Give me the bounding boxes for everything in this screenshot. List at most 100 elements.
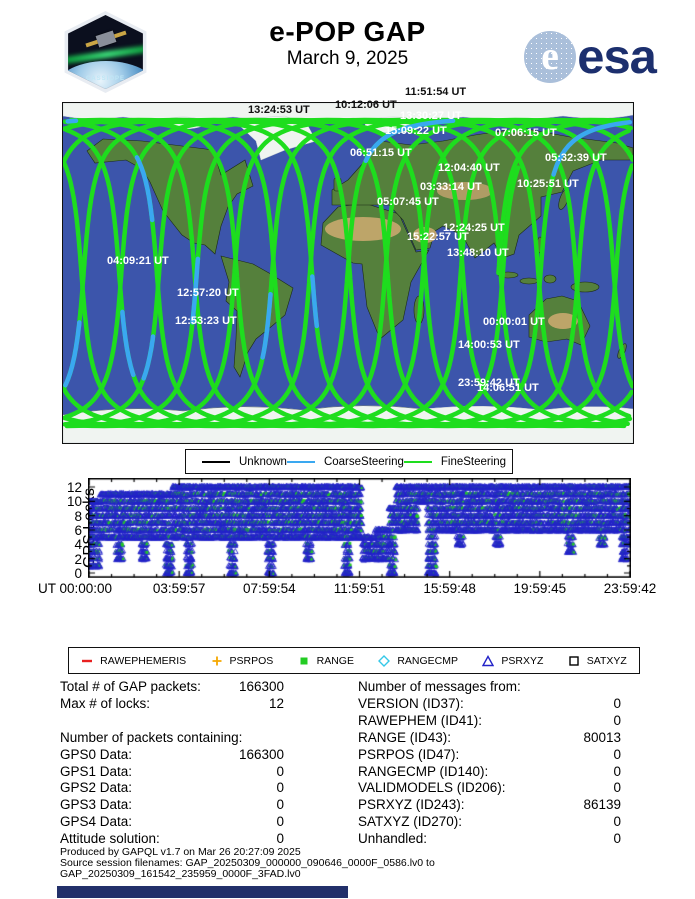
- footer-line: Produced by GAPQL v1.7 on Mar 26 20:27:0…: [60, 846, 301, 858]
- stat-value: 0: [276, 763, 284, 779]
- legend-label: SATXYZ: [586, 654, 627, 667]
- legend-line-swatch: [202, 460, 230, 463]
- legend-label: RANGE: [316, 654, 354, 667]
- stats-column-left: Total # of GAP packets: 166300 Max # of lo…: [60, 679, 284, 848]
- gps-xtick-label: UT 00:00:00: [37, 581, 113, 596]
- satxyz-marker-icon: [568, 655, 580, 667]
- stat-value: 0: [613, 712, 621, 728]
- world-map: [63, 103, 633, 443]
- stat-row: Unhandled: 0: [358, 831, 621, 848]
- stat-row: Number of packets containing:: [60, 730, 284, 747]
- stat-row: [60, 713, 284, 730]
- gps-xtick-label: 15:59:48: [423, 581, 476, 596]
- stat-label: GPS4 Data:: [60, 814, 133, 830]
- footer-line: GAP_20250309_161542_235959_0000F_3FAD.lv…: [60, 867, 301, 880]
- stat-label: Total # of GAP packets:: [60, 679, 201, 694]
- stat-value: 80013: [583, 729, 621, 745]
- esa-globe-letter: e: [541, 32, 559, 78]
- stat-value: 86139: [583, 797, 621, 813]
- legend-line-swatch: [403, 460, 432, 463]
- gps-ytick-label: 2: [74, 551, 82, 567]
- stat-row: Max # of locks: 12: [60, 696, 284, 713]
- psrpos-marker-icon: [211, 655, 223, 667]
- steering-legend-item: Unknown: [202, 456, 287, 468]
- legend-label: FineSteering: [440, 455, 507, 468]
- footer-highlight-bar: [57, 886, 348, 898]
- gps-ytick-label: 4: [74, 537, 82, 553]
- legend-label: PSRXYZ: [501, 654, 544, 667]
- ground-track-map: 13:24:53 UT 10:12:06 UT 11:51:54 UT 13:30:2…: [62, 86, 634, 444]
- legend-label: CoarseSteering: [323, 455, 404, 468]
- stat-label: Attitude solution:: [60, 831, 160, 847]
- stat-row: VERSION (ID37): 0: [358, 696, 621, 713]
- gps-ytick-label: 0: [74, 566, 82, 581]
- stat-label: PSRPOS (ID47):: [358, 746, 460, 762]
- stat-value: 0: [613, 746, 621, 762]
- gps-ytick-label: 8: [74, 508, 82, 524]
- rangecmp-marker-icon: [378, 654, 391, 667]
- stat-value: 0: [613, 814, 621, 830]
- stat-row: SATXYZ (ID270): 0: [358, 814, 621, 831]
- gps-xtick-label: 07:59:54: [243, 581, 296, 596]
- stat-label: GPS1 Data:: [60, 763, 133, 779]
- legend-line-swatch: [286, 460, 315, 463]
- esa-wordmark: esa: [577, 30, 657, 84]
- coarse-steering-tracks: [63, 118, 633, 388]
- page-title: e-POP GAP: [269, 16, 426, 47]
- stat-value: 0: [276, 780, 284, 796]
- stat-row: GPS1 Data: 0: [60, 764, 284, 781]
- gps-xtick-label: 19:59:45: [513, 581, 567, 596]
- track-time-label: 11:51:54 UT: [405, 86, 467, 98]
- steering-legend-item: FineSteering: [403, 455, 507, 468]
- stat-row: RAWEPHEM (ID41): 0: [358, 713, 621, 730]
- stat-label: VERSION (ID37):: [358, 695, 464, 711]
- stat-value: 0: [613, 695, 621, 711]
- legend-label: Unknown: [239, 455, 287, 468]
- stat-value: 166300: [238, 746, 284, 762]
- stat-row: PSRPOS (ID47): 0: [358, 747, 621, 764]
- stat-label: RANGECMP (ID140):: [358, 763, 489, 779]
- stat-value: 166300: [238, 679, 284, 694]
- packet-type-legend: RAWEPHEMERIS PSRPOS RANGE RANGECMP PSRXYZ SAT…: [68, 647, 640, 674]
- stat-label: Max # of locks:: [60, 695, 151, 711]
- rawephemeris-marker-icon: [81, 655, 93, 667]
- stat-label: Number of messages from:: [358, 679, 521, 694]
- stat-row: Attitude solution: 0: [60, 831, 284, 848]
- stat-label: RANGE (ID43):: [358, 729, 452, 745]
- packet-legend-item: RANGECMP: [378, 655, 458, 667]
- legend-label: RAWEPHEMERIS: [100, 654, 187, 667]
- stat-row: Number of messages from:: [358, 679, 621, 696]
- stat-value: 0: [613, 763, 621, 779]
- stat-label: GPS3 Data:: [60, 797, 133, 813]
- stat-label: Number of packets containing:: [60, 729, 243, 745]
- map-frame: [62, 102, 634, 444]
- stat-label: GPS0 Data:: [60, 746, 133, 762]
- gps-ytick-label: 10: [66, 494, 82, 510]
- stats-column-right: Number of messages from: VERSION (ID37): 0…: [358, 679, 621, 848]
- stat-row: RANGECMP (ID140): 0: [358, 764, 621, 781]
- stat-label: PSRXYZ (ID243):: [358, 797, 465, 813]
- stat-value: 0: [613, 831, 621, 847]
- stat-label: SATXYZ (ID270):: [358, 814, 463, 830]
- stat-row: Total # of GAP packets: 166300: [60, 679, 284, 696]
- stat-label: GPS2 Data:: [60, 780, 133, 796]
- stat-row: PSRXYZ (ID243): 86139: [358, 797, 621, 814]
- stat-value: 12: [268, 695, 284, 711]
- stat-row: GPS3 Data: 0: [60, 797, 284, 814]
- stat-label: [60, 713, 64, 730]
- gps-ytick-label: 6: [74, 523, 82, 538]
- stat-row: RANGE (ID43): 80013: [358, 730, 621, 747]
- packet-legend-item: RANGE: [298, 655, 354, 667]
- stat-value: 0: [276, 797, 284, 813]
- page-date: March 9, 2025: [286, 48, 409, 69]
- stat-row: GPS0 Data: 166300: [60, 747, 284, 764]
- esa-globe-icon: e: [524, 31, 576, 83]
- footer-text: Produced by GAPQL v1.7 on Mar 26 20:27:0…: [60, 847, 660, 879]
- stat-row: GPS4 Data: 0: [60, 814, 284, 831]
- stat-value: 0: [613, 780, 621, 796]
- packet-legend-item: RAWEPHEMERIS: [81, 655, 186, 667]
- gps-xtick-label: 03:59:57: [152, 581, 206, 596]
- stat-row: VALIDMODELS (ID206): 0: [358, 780, 621, 797]
- gps-xtick-label: 23:59:42: [603, 581, 657, 596]
